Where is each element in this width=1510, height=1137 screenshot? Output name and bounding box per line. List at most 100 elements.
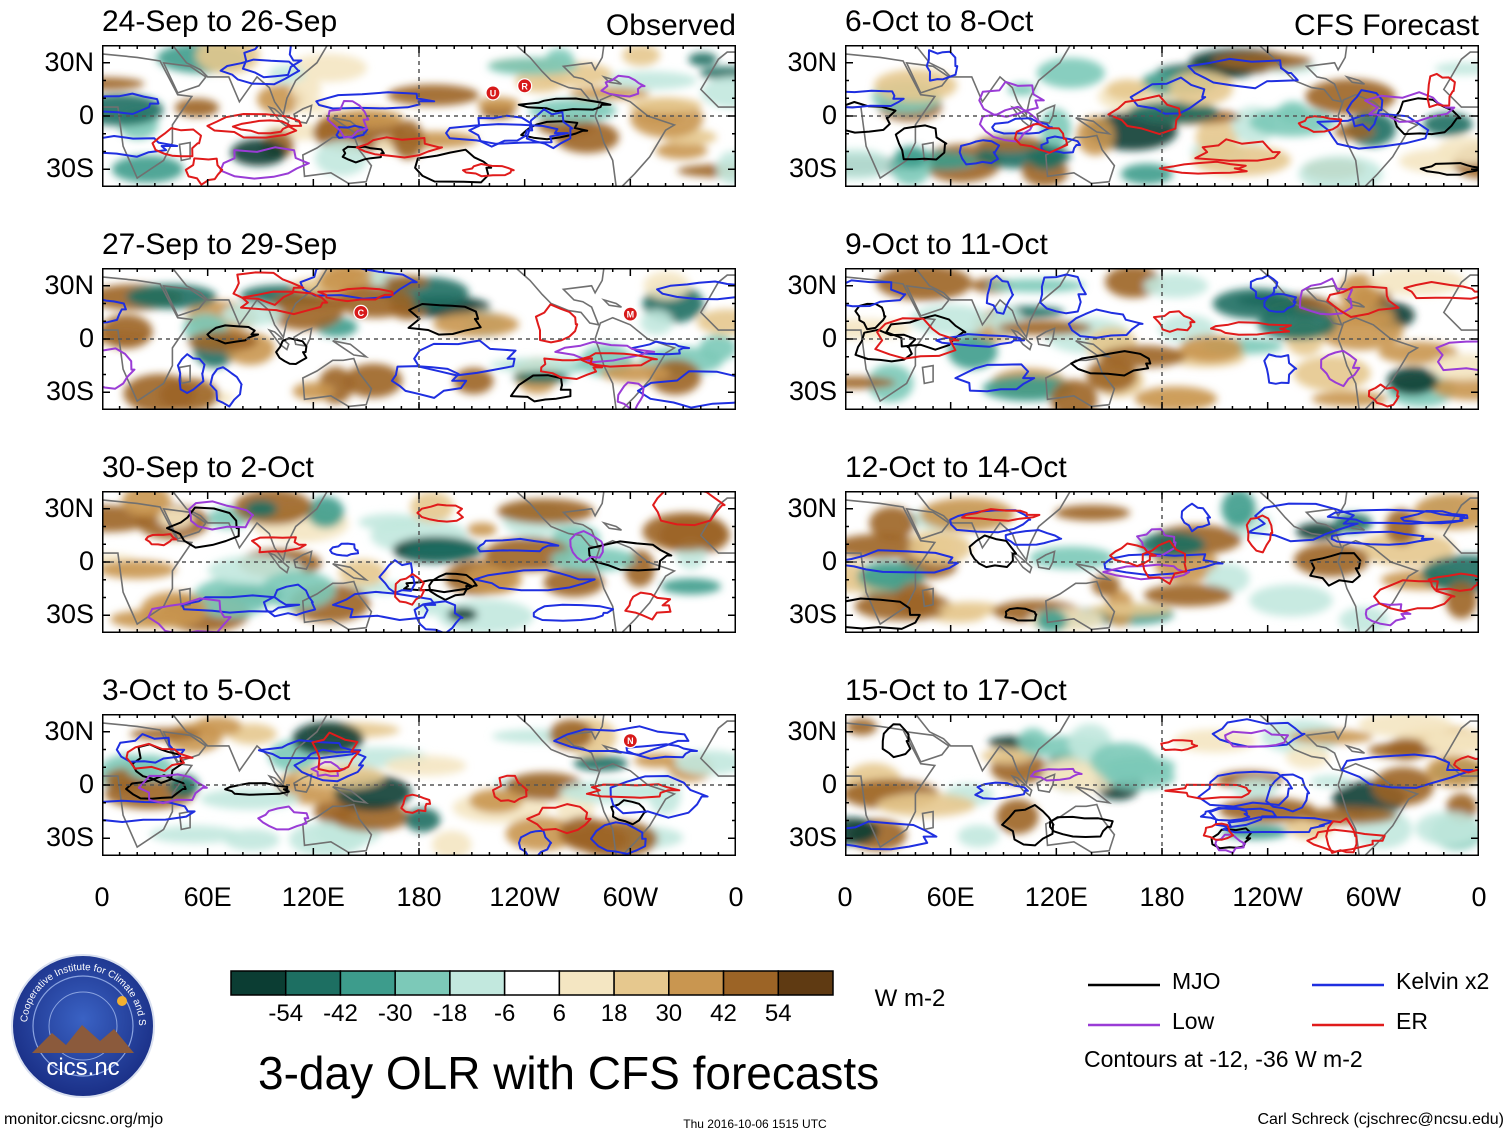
colorbar-swatch <box>613 970 670 996</box>
sumatra-outline <box>267 774 290 797</box>
lat-tick-label: 30S <box>45 153 94 184</box>
convection-anomaly <box>573 755 628 772</box>
lat-tick-label: 0 <box>821 323 837 353</box>
colorbar-label: 54 <box>764 1000 792 1027</box>
contour-kelvin-x2 <box>991 117 1053 135</box>
convection-anomaly <box>640 309 673 336</box>
convection-anomaly <box>845 148 891 181</box>
colorbar-swatch <box>558 970 615 996</box>
north-america-outline <box>514 714 605 772</box>
convection-anomaly <box>947 333 998 370</box>
axis-ticks <box>845 45 1479 187</box>
south-america-outline <box>1337 762 1420 856</box>
contour-kelvin-x2 <box>477 537 560 553</box>
panel-period-title: 9-Oct to 11-Oct <box>845 228 1048 261</box>
contour-kelvin-x2 <box>532 603 615 622</box>
colorbar-label: 42 <box>710 1000 737 1027</box>
contour-er <box>540 357 604 380</box>
contour-kelvin-x2 <box>1247 502 1359 543</box>
colorbar-label: 6 <box>552 1000 567 1027</box>
lat-tick-label: 30N <box>787 715 837 746</box>
south-america-outline <box>594 93 677 187</box>
convection-anomaly <box>1310 775 1352 788</box>
convection-anomaly <box>149 825 241 844</box>
contour-kelvin-x2 <box>609 775 709 819</box>
africa-outline <box>845 722 937 849</box>
new-guinea-outline <box>1075 117 1113 136</box>
suppressed-anomaly <box>469 788 523 814</box>
suppressed-anomaly <box>384 755 467 776</box>
convection-anomaly <box>1232 778 1278 799</box>
contour-low <box>257 805 310 831</box>
contour-er <box>1426 72 1456 109</box>
suppressed-anomaly <box>696 309 736 335</box>
contour-mjo <box>275 337 308 365</box>
suppressed-anomaly <box>1445 581 1478 619</box>
contour-er <box>251 536 307 554</box>
convection-anomaly <box>1221 491 1256 528</box>
olr-anomaly-field <box>845 491 1479 633</box>
convection-anomaly <box>1387 366 1439 396</box>
map-panel-7 <box>845 491 1479 633</box>
lon-tick-label: 60W <box>602 882 659 912</box>
south-america-outline <box>1337 316 1420 410</box>
borneo-outline <box>293 550 313 570</box>
arabia-outline <box>905 507 951 540</box>
contour-mjo <box>587 540 673 572</box>
north-america-outline <box>514 268 605 326</box>
contour-kelvin-x2 <box>590 821 647 855</box>
contour-low <box>1214 833 1247 854</box>
suppressed-anomaly <box>1385 508 1418 546</box>
suppressed-anomaly <box>1358 714 1453 738</box>
contour-kelvin-x2 <box>1040 135 1081 154</box>
footer-url: monitor.cicsnc.org/mjo <box>4 1111 164 1128</box>
contour-mjo <box>854 302 887 331</box>
iberia-africa-edge <box>1442 51 1479 108</box>
lon-tick-label: 120E <box>1024 882 1088 912</box>
convection-anomaly <box>857 561 925 591</box>
colorbar-swatch <box>284 970 342 996</box>
convection-anomaly <box>447 607 478 622</box>
contour-kelvin-x2 <box>985 274 1015 315</box>
colorbar-label: -54 <box>268 1000 304 1027</box>
panel-kind-label: CFS Forecast <box>1293 9 1479 42</box>
contour-er <box>184 157 224 186</box>
australia-outline <box>301 357 373 408</box>
legend-label: ER <box>1396 1008 1428 1034</box>
lat-tick-label: 30S <box>788 376 837 407</box>
olr-anomaly-field <box>102 491 736 633</box>
contour-kelvin-x2 <box>1129 76 1207 115</box>
contour-er <box>652 491 726 527</box>
lat-tick-label: 30S <box>45 822 94 853</box>
colorbar-swatch <box>449 970 506 996</box>
suppressed-anomaly <box>1288 729 1374 744</box>
suppressed-anomaly <box>505 816 577 851</box>
contour-er <box>231 119 293 135</box>
axis-ticks <box>845 268 1479 410</box>
contour-kelvin-x2 <box>636 370 736 409</box>
contour-kelvin-x2 <box>925 49 959 82</box>
caribbean-islands <box>601 521 622 531</box>
contour-kelvin-x2 <box>378 559 416 594</box>
south-america-outline <box>594 316 677 410</box>
contour-er <box>585 783 681 799</box>
suppressed-anomaly <box>1293 355 1371 392</box>
contour-kelvin-x2 <box>332 590 437 621</box>
contour-er <box>492 774 529 803</box>
lat-tick-label: 30N <box>787 492 837 523</box>
convection-anomaly <box>230 138 287 167</box>
axis-ticks <box>102 491 736 633</box>
borneo-outline <box>1036 550 1056 570</box>
suppressed-anomaly <box>1285 745 1330 769</box>
convection-anomaly <box>404 807 441 833</box>
contour-kelvin-x2 <box>1263 293 1297 313</box>
colorbar-label: -30 <box>377 1000 413 1027</box>
suppressed-anomaly <box>174 98 220 118</box>
panel-period-title: 6-Oct to 8-Oct <box>845 5 1034 38</box>
suppressed-anomaly <box>895 582 936 617</box>
convection-anomaly <box>1415 811 1479 846</box>
convection-anomaly <box>315 140 368 177</box>
storm-marker: N <box>622 733 638 749</box>
contour-kelvin-x2 <box>845 549 960 574</box>
contour-kelvin-x2 <box>845 89 905 109</box>
